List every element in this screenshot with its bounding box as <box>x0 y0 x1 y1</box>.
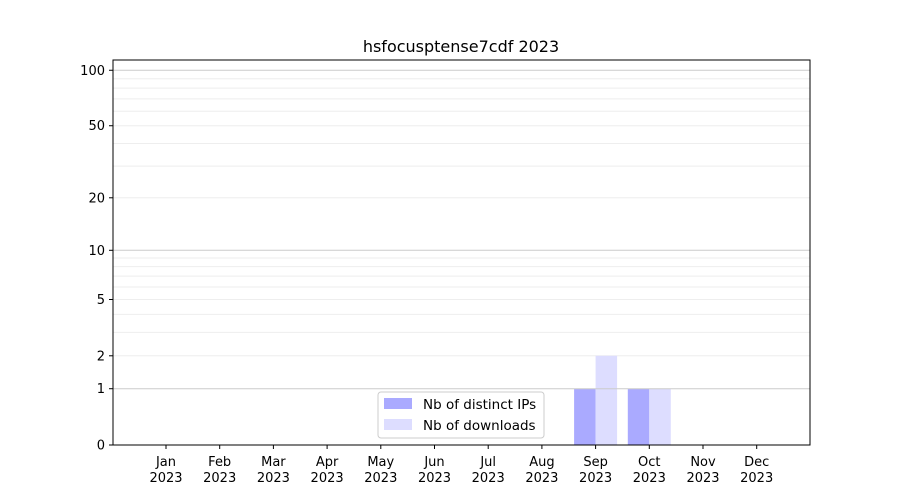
legend: Nb of distinct IPs Nb of downloads <box>377 391 545 439</box>
legend-label-ips: Nb of distinct IPs <box>423 397 536 413</box>
x-tick-label: May <box>367 455 394 470</box>
x-tick-label: Dec <box>744 455 769 470</box>
x-tick-label: Jul <box>479 455 496 470</box>
x-tick-label: Sep <box>583 455 608 470</box>
y-tick-label: 2 <box>97 349 105 364</box>
y-tick-label: 10 <box>88 244 105 259</box>
y-axis: 0 1 2 5 10 20 50 100 <box>80 64 113 454</box>
x-tick-label: 2023 <box>311 471 344 486</box>
x-tick-label: 2023 <box>472 471 505 486</box>
x-tick-label: 2023 <box>740 471 773 486</box>
x-tick-label: 2023 <box>364 471 397 486</box>
x-tick-label: 2023 <box>149 471 182 486</box>
x-tick-label: Oct <box>638 455 660 470</box>
x-tick-label: 2023 <box>203 471 236 486</box>
legend-label-downloads: Nb of downloads <box>423 418 536 434</box>
x-tick-label: Jan <box>155 455 176 470</box>
x-tick-label: Mar <box>261 455 286 470</box>
bar-distinct-ips <box>627 388 650 445</box>
chart-title: hsfocusptense7cdf 2023 <box>363 37 559 56</box>
grid <box>113 78 810 357</box>
y-tick-label: 0 <box>97 439 105 454</box>
x-tick-label: 2023 <box>579 471 612 486</box>
x-axis: Jan2023Feb2023Mar2023Apr2023May2023Jun20… <box>149 445 773 486</box>
y-tick-label: 100 <box>80 64 105 79</box>
plot-frame <box>112 59 811 446</box>
x-tick-label: Nov <box>690 455 716 470</box>
x-tick-label: Feb <box>208 455 231 470</box>
bar-downloads <box>595 355 618 445</box>
x-tick-label: 2023 <box>525 471 558 486</box>
legend-swatch-downloads <box>384 419 412 430</box>
y-tick-label: 5 <box>97 293 105 308</box>
y-tick-label: 1 <box>97 382 105 397</box>
x-tick-label: 2023 <box>418 471 451 486</box>
x-tick-label: 2023 <box>633 471 666 486</box>
x-tick-label: 2023 <box>257 471 290 486</box>
x-tick-label: Apr <box>316 455 339 470</box>
bars <box>574 355 671 445</box>
legend-swatch-ips <box>384 398 412 409</box>
bar-downloads <box>649 388 671 445</box>
x-tick-label: Aug <box>529 455 554 470</box>
x-tick-label: 2023 <box>686 471 719 486</box>
y-tick-label: 50 <box>88 119 105 134</box>
x-tick-label: Jun <box>423 455 444 470</box>
bar-distinct-ips <box>574 388 596 445</box>
y-tick-label: 20 <box>88 191 105 206</box>
